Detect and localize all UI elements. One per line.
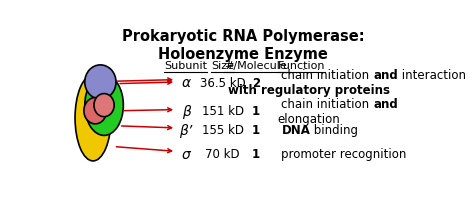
Text: σ: σ (182, 147, 191, 161)
Text: β’: β’ (179, 123, 192, 137)
Text: 1: 1 (252, 147, 260, 160)
Ellipse shape (85, 75, 123, 136)
Text: α: α (182, 76, 191, 90)
Text: 36.5 kD: 36.5 kD (200, 76, 246, 89)
Text: Prokaryotic RNA Polymerase:: Prokaryotic RNA Polymerase: (122, 29, 364, 44)
Text: β: β (182, 104, 191, 118)
Text: binding: binding (310, 124, 358, 137)
Ellipse shape (84, 98, 107, 124)
Text: interaction: interaction (398, 69, 466, 82)
Text: Subunit: Subunit (164, 61, 208, 71)
Text: Size: Size (211, 61, 234, 71)
Text: 70 kD: 70 kD (205, 147, 240, 160)
Text: and: and (374, 97, 398, 110)
Text: 151 kD: 151 kD (201, 105, 244, 118)
Text: chain initiation: chain initiation (282, 69, 374, 82)
Text: 1: 1 (252, 124, 260, 137)
Text: 155 kD: 155 kD (202, 124, 244, 137)
Text: 1: 1 (252, 105, 260, 118)
Text: DNA: DNA (282, 124, 310, 137)
Ellipse shape (85, 66, 116, 100)
Text: 2: 2 (252, 76, 260, 89)
Text: #/Molecule: #/Molecule (224, 61, 287, 71)
Text: and: and (374, 69, 398, 82)
Text: chain initiation: chain initiation (282, 97, 374, 110)
Ellipse shape (75, 75, 111, 161)
Ellipse shape (94, 94, 114, 117)
Text: promoter recognition: promoter recognition (282, 147, 407, 160)
Text: Holoenzyme Enzyme: Holoenzyme Enzyme (158, 47, 328, 62)
Text: Function: Function (278, 61, 326, 71)
Text: elongation: elongation (278, 112, 340, 125)
Text: with regulatory proteins: with regulatory proteins (228, 84, 390, 97)
